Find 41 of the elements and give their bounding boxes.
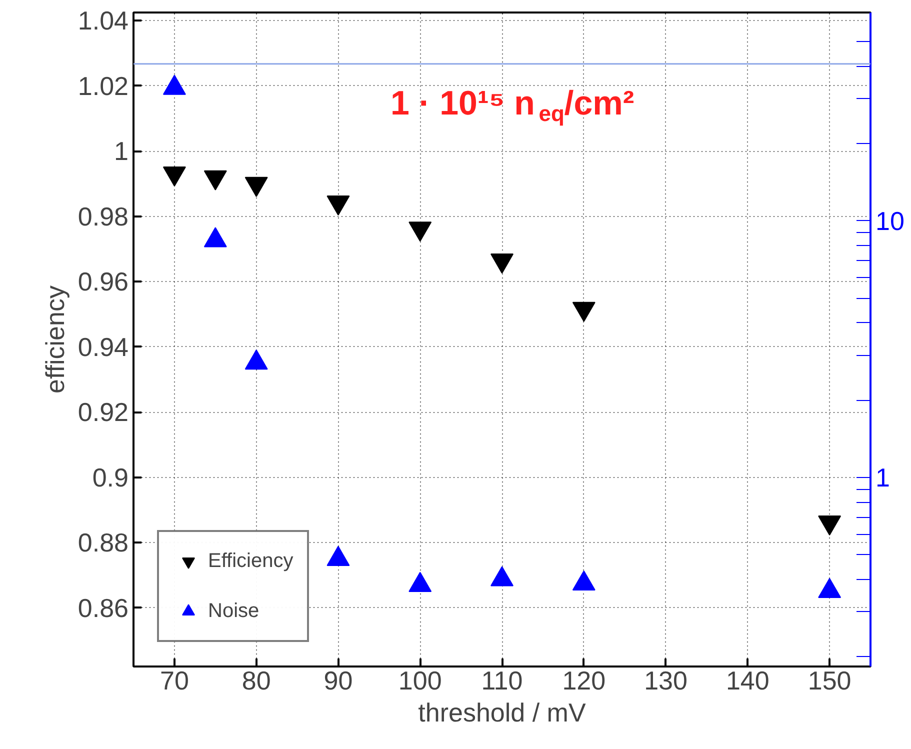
y-tick-label: 1.04 bbox=[78, 6, 129, 36]
y-tick-label: 0.9 bbox=[92, 462, 129, 492]
y2-tick-label: 10 bbox=[876, 206, 904, 236]
y-tick-label: 0.92 bbox=[78, 397, 129, 428]
point bbox=[204, 170, 227, 190]
y-axis-title: efficiency bbox=[40, 286, 70, 394]
y-tick-label: 0.94 bbox=[78, 332, 129, 362]
point bbox=[326, 546, 350, 566]
legend-label: Efficiency bbox=[208, 550, 294, 572]
point bbox=[326, 195, 350, 216]
x-tick-label: 90 bbox=[324, 666, 353, 696]
y2-tick-label: 1 bbox=[876, 462, 890, 492]
y-tick-label: 0.86 bbox=[78, 592, 129, 623]
x-axis-title: threshold / mV bbox=[418, 698, 586, 728]
point bbox=[408, 222, 432, 242]
x-tick-label: 120 bbox=[562, 666, 606, 696]
point bbox=[490, 566, 514, 586]
point bbox=[818, 515, 842, 536]
legend-label: Noise bbox=[208, 600, 260, 622]
point bbox=[204, 227, 227, 248]
x-tick-label: 80 bbox=[242, 666, 271, 696]
y-tick-label: 1 bbox=[114, 136, 129, 166]
x-tick-label: 70 bbox=[160, 666, 189, 696]
point bbox=[818, 578, 842, 598]
point bbox=[162, 166, 186, 187]
point bbox=[408, 572, 432, 592]
y-tick-label: 0.98 bbox=[78, 201, 129, 232]
point bbox=[244, 350, 268, 370]
y-tick-label: 0.96 bbox=[78, 266, 129, 297]
x-tick-label: 100 bbox=[398, 666, 442, 696]
x-tick-label: 130 bbox=[644, 666, 688, 696]
x-tick-label: 150 bbox=[808, 666, 852, 696]
y-tick-label: 0.88 bbox=[78, 528, 129, 558]
point bbox=[490, 254, 514, 274]
point bbox=[162, 74, 186, 95]
point bbox=[244, 176, 268, 197]
y-tick-label: 1.02 bbox=[78, 70, 129, 101]
point bbox=[572, 570, 596, 591]
x-tick-label: 110 bbox=[481, 666, 523, 696]
point bbox=[572, 302, 596, 322]
x-tick-label: 140 bbox=[726, 666, 770, 696]
